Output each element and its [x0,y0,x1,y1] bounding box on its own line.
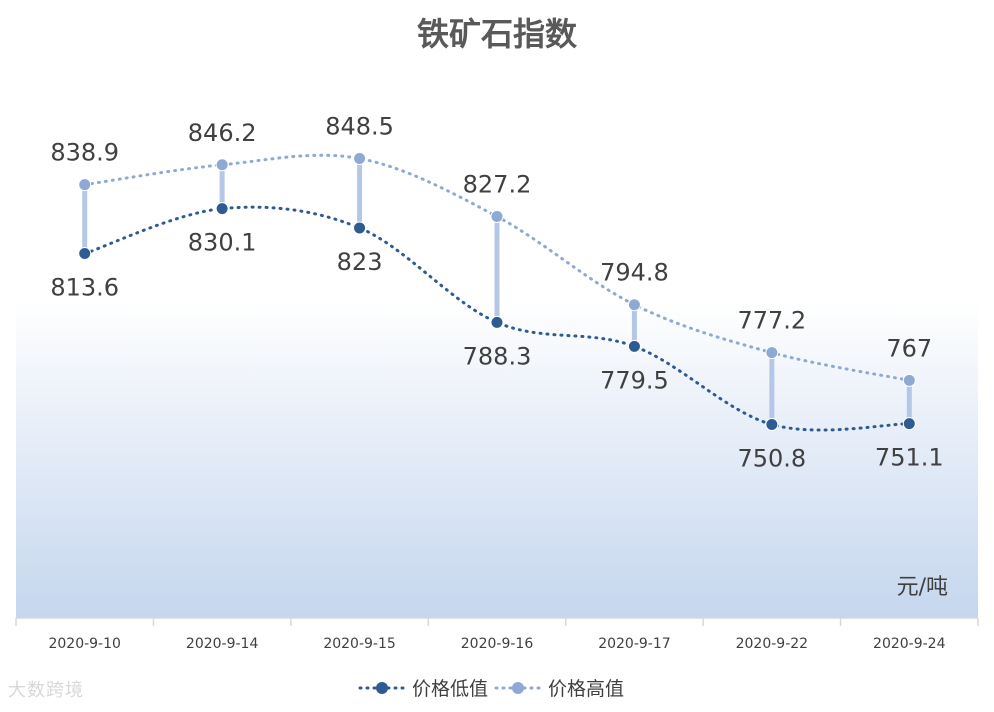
legend-marker [512,682,524,694]
data-label-low: 813.6 [50,274,119,302]
data-point-low [490,315,504,329]
data-label-low: 830.1 [188,229,257,257]
x-tick-label: 2020-9-10 [48,636,120,652]
data-label-low: 779.5 [600,366,669,394]
x-tick-label: 2020-9-24 [873,636,946,652]
unit-label: 元/吨 [897,575,948,600]
data-label-high: 794.8 [600,259,669,287]
data-point-high [215,158,229,172]
data-point-low [902,417,916,431]
data-point-high [78,178,92,192]
legend-label: 价格高值 [548,678,624,700]
data-point-low [627,339,641,353]
legend-item: 价格低值 [358,678,488,700]
legend-marker [376,682,388,694]
plot-background [16,300,978,618]
x-tick-label: 2020-9-17 [598,636,670,652]
data-label-low: 788.3 [463,342,532,370]
data-point-low [78,247,92,261]
data-point-low [215,202,229,216]
data-labels: 838.9 846.2 848.5 827.2 794.8 777.2 767 813.6 83… [50,113,943,473]
x-axis: 2020-9-10 2020-9-14 2020-9-15 2020-9-16 2020… [15,617,979,652]
series-layer [78,152,916,432]
data-label-low: 750.8 [737,444,806,472]
data-point-high [490,210,504,224]
data-point-low [353,221,367,235]
high-low-lines [82,158,912,425]
legend-item: 价格高值 [494,678,624,700]
x-tick-label: 2020-9-15 [323,636,395,652]
data-point-high [902,373,916,387]
data-label-high: 838.9 [50,139,119,167]
legend-label: 价格低值 [412,678,488,700]
x-tick-label: 2020-9-16 [461,636,534,652]
x-tick-label: 2020-9-14 [186,636,259,652]
watermark-logo: 大数跨境 [8,680,84,701]
data-label-high: 827.2 [463,171,532,199]
chart-title: 铁矿石指数 [417,15,578,53]
data-label-high: 767 [886,334,932,362]
data-label-high: 777.2 [737,307,806,335]
data-label-low: 751.1 [875,444,944,472]
data-label-low: 823 [337,248,383,276]
data-point-high [353,152,367,166]
data-label-high: 846.2 [188,119,257,147]
data-label-high: 848.5 [325,113,394,141]
data-point-high [765,346,779,360]
data-point-low [765,417,779,431]
x-tick-label: 2020-9-22 [736,636,808,652]
legend: 价格低值 价格高值 [358,678,624,700]
data-point-high [627,298,641,312]
